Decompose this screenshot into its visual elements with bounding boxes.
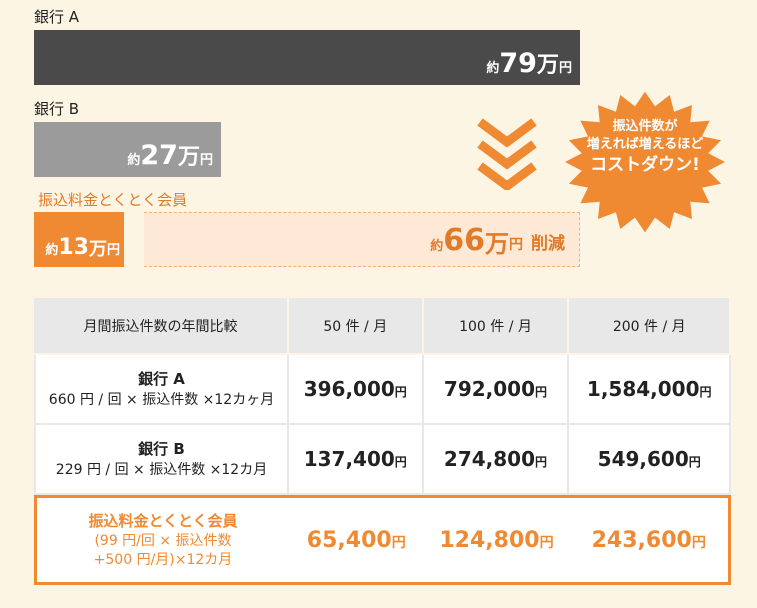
table-header-cell: 月間振込件数の年間比較	[34, 298, 289, 355]
triple-chevron-down-icon	[477, 118, 537, 190]
cell-value: 124,800	[439, 527, 540, 553]
table-header-row: 月間振込件数の年間比較 50 件 / 月 100 件 / 月 200 件 / 月	[34, 298, 731, 355]
cell-value: 274,800	[443, 447, 536, 471]
bank-b-label: 銀行 B	[34, 100, 80, 118]
saving-unit-man: 万	[485, 230, 509, 258]
table-row-member: 振込料金とくとく会員 (99 円/回 × 振込件数 +500 円/月)×12カ月…	[34, 495, 731, 585]
bank-a-value: 79	[499, 48, 537, 79]
row-formula: 229 円 / 回 × 振込件数 ×12カ月	[55, 462, 268, 478]
burst-line-1: 振込件数が	[612, 119, 678, 134]
saving-suffix: 削減	[531, 234, 565, 254]
row-formula-2: +500 円/月)×12カ月	[93, 552, 233, 568]
bank-a-label: 銀行 A	[34, 8, 80, 26]
cell-value: 65,400	[306, 527, 392, 553]
bank-a-prefix: 約	[486, 61, 500, 76]
table-cell: 792,000円	[423, 355, 570, 425]
cell-yen: 円	[699, 385, 712, 399]
row-header: 銀行 B 229 円 / 回 × 振込件数 ×12カ月	[34, 425, 289, 495]
cell-value: 243,600	[591, 527, 692, 553]
table-cell: 1,584,000円	[569, 355, 731, 425]
cell-yen: 円	[535, 385, 548, 399]
row-name: 銀行 B	[138, 440, 185, 458]
cell-value: 396,000	[303, 377, 395, 401]
member-value: 13	[58, 235, 89, 260]
table-header-cell: 50 件 / 月	[289, 298, 424, 355]
bank-a-unit-yen: 円	[558, 61, 572, 76]
table-cell: 274,800円	[423, 425, 570, 495]
member-prefix: 約	[45, 243, 59, 258]
row-name: 振込料金とくとく会員	[88, 512, 238, 530]
bank-a-bar: 約 79 万 円	[34, 30, 580, 85]
table-cell: 124,800円	[423, 495, 570, 585]
bank-b-unit-man: 万	[177, 145, 200, 170]
table-header-cell: 100 件 / 月	[423, 298, 570, 355]
member-bar: 約 13 万 円	[34, 212, 124, 267]
cell-yen: 円	[394, 385, 407, 399]
bank-a-unit-man: 万	[536, 53, 559, 78]
cell-yen: 円	[535, 455, 548, 469]
member-unit-yen: 円	[106, 243, 120, 258]
row-header: 銀行 A 660 円 / 回 × 振込件数 ×12カヶ月	[34, 355, 289, 425]
table-row-bank-a: 銀行 A 660 円 / 回 × 振込件数 ×12カヶ月 396,000円 79…	[34, 355, 731, 425]
bank-b-value: 27	[140, 140, 178, 171]
starburst-badge	[565, 91, 725, 233]
table-cell: 396,000円	[289, 355, 424, 425]
cell-value: 1,584,000	[586, 377, 700, 401]
saving-value: 66	[443, 223, 485, 258]
burst-line-2: 増えれば増えるほど	[586, 137, 704, 152]
cell-value: 137,400	[303, 447, 395, 471]
burst-text: 振込件数が 増えれば増えるほど コストダウン!	[560, 118, 730, 176]
cell-value: 792,000	[443, 377, 536, 401]
saving-area: 約 66 万 円 削減	[144, 212, 580, 267]
bank-b-prefix: 約	[127, 153, 141, 168]
table-cell: 549,600円	[569, 425, 731, 495]
cell-yen: 円	[391, 534, 406, 551]
saving-unit-yen: 円	[509, 237, 523, 253]
table-cell: 243,600円	[569, 495, 731, 585]
cell-yen: 円	[688, 455, 701, 469]
table-cell: 137,400円	[289, 425, 424, 495]
row-formula: (99 円/回 × 振込件数	[94, 533, 232, 549]
row-name: 銀行 A	[138, 370, 185, 388]
row-formula: 660 円 / 回 × 振込件数 ×12カヶ月	[48, 392, 275, 408]
cell-yen: 円	[539, 534, 554, 551]
burst-line-3: コストダウン!	[590, 155, 700, 175]
table-header-cell: 200 件 / 月	[569, 298, 731, 355]
bank-b-unit-yen: 円	[199, 153, 213, 168]
member-label: 振込料金とくとく会員	[38, 191, 188, 209]
bank-b-bar: 約 27 万 円	[34, 122, 221, 177]
cell-yen: 円	[394, 455, 407, 469]
comparison-table: 月間振込件数の年間比較 50 件 / 月 100 件 / 月 200 件 / 月…	[34, 298, 731, 585]
table-cell: 65,400円	[289, 495, 424, 585]
table-row-bank-b: 銀行 B 229 円 / 回 × 振込件数 ×12カ月 137,400円 274…	[34, 425, 731, 495]
member-unit-man: 万	[88, 239, 107, 260]
cell-yen: 円	[691, 534, 706, 551]
cell-value: 549,600	[597, 447, 689, 471]
saving-prefix: 約	[430, 239, 444, 254]
row-header: 振込料金とくとく会員 (99 円/回 × 振込件数 +500 円/月)×12カ月	[34, 495, 289, 585]
